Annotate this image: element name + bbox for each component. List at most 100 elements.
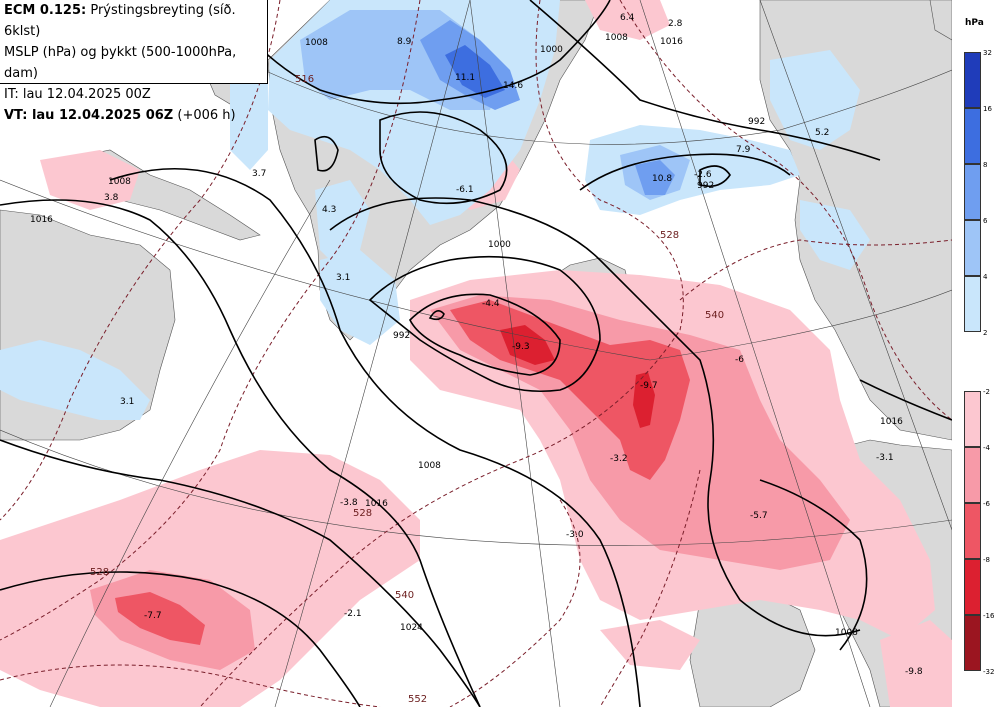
tendency-labels: 8.9 11.1 14.6 -6.1 3.7 4.3 3.1 3.8 3.1 -… (104, 13, 923, 677)
neg-zone-biscay (600, 620, 700, 670)
isobar-label: 1016 (30, 215, 53, 225)
neg-zone-southwest (0, 450, 420, 707)
isobar-labels: 1008 1016 1000 992 1008 1016 1024 1008 1… (30, 33, 903, 638)
isobar-label: 1008 (418, 461, 441, 471)
pos-zone-scand-2 (800, 200, 870, 270)
legend-negative-label: -2 (983, 388, 990, 396)
tendency-label: -3.0 (566, 530, 584, 540)
tendency-label: -9.8 (905, 667, 923, 677)
legend-negative-label: -16 (983, 612, 995, 620)
pos-zone-norwegian-strong (635, 160, 675, 195)
isobar-label: 1016 (660, 37, 683, 47)
thickness-label: 516 (295, 74, 314, 85)
map-title-box: ECM 0.125: Prýstingsbreyting (síð. 6klst… (0, 0, 268, 123)
lead-time: (+006 h) (177, 108, 236, 123)
legend-negative-label: -4 (983, 444, 990, 452)
tendency-label: -3.1 (876, 453, 894, 463)
neg-zone-labrador (40, 150, 140, 210)
legend-negative-swatch (964, 447, 981, 503)
neg-zone-north (585, 0, 670, 40)
isobar-label: 1008 (835, 628, 858, 638)
neg-zone-core-dark (500, 325, 555, 365)
tendency-label: 4.3 (322, 205, 336, 215)
model-name: ECM 0.125: (4, 3, 87, 18)
tendency-label: 3.1 (120, 397, 134, 407)
weather-map: 1008 1016 1000 992 1008 1016 1024 1008 1… (0, 0, 952, 707)
legend-negative-label: -32 (983, 668, 995, 676)
legend-positive-label: 2 (983, 329, 988, 337)
isobar-label: 1016 (880, 417, 903, 427)
isobar-label: 1000 (488, 240, 511, 250)
tendency-label: -3.8 (340, 498, 358, 508)
tendency-negative (0, 0, 952, 707)
legend-negative-swatch (964, 559, 981, 615)
isobar-label: 1008 (305, 38, 328, 48)
pos-zone-baffin (230, 80, 268, 170)
pos-zone-hudson (0, 340, 150, 420)
tendency-label: 3.8 (104, 193, 119, 203)
thickness-labels: 516 528 540 528 540 552 528 (90, 74, 724, 705)
tendency-label: -9.3 (512, 342, 530, 352)
tendency-label: 3.1 (336, 273, 350, 283)
title-line-3: IT: lau 12.04.2025 00Z (4, 87, 151, 102)
title-line-2: MSLP (hPa) og þykkt (500-1000hPa, dam) (4, 45, 237, 81)
neg-zone-core-dark2 (633, 372, 655, 428)
legend-unit: hPa (965, 18, 984, 28)
title-line-1: ECM 0.125: Prýstingsbreyting (síð. 6klst… (4, 0, 267, 42)
tendency-label: 5.2 (815, 128, 829, 138)
thickness-label: 528 (353, 508, 372, 519)
tendency-label: 3.7 (252, 169, 266, 179)
tendency-label: -2.1 (344, 609, 362, 619)
thickness-label: 552 (408, 694, 427, 705)
isobar-label: 1008 (108, 177, 131, 187)
isobar-label: 992 (697, 181, 714, 191)
tendency-label: -3.2 (610, 454, 628, 464)
legend-positive-label: 16 (983, 105, 992, 113)
legend-negative-label: -6 (983, 500, 990, 508)
isobar-label: 992 (748, 117, 765, 127)
tendency-label: 11.1 (455, 73, 475, 83)
map-canvas: 1008 1016 1000 992 1008 1016 1024 1008 1… (0, 0, 952, 707)
legend-positive-label: 32 (983, 49, 992, 57)
tendency-label: -4.4 (482, 299, 500, 309)
isobar-label: 1008 (605, 33, 628, 43)
legend-positive-label: 6 (983, 217, 988, 225)
legend-positive-label: 4 (983, 273, 988, 281)
valid-time: VT: lau 12.04.2025 06Z (4, 108, 174, 123)
pos-zone-west-gl (315, 180, 370, 270)
tendency-label: -6 (735, 355, 744, 365)
pos-zone-scand (770, 50, 860, 150)
title-line-4: VT: lau 12.04.2025 06Z (+006 h) (4, 105, 267, 126)
legend-negative-label: -8 (983, 556, 990, 564)
tendency-label: -9.7 (640, 381, 658, 391)
color-legend: hPa 32 16 8 6 4 2 -2 -4 -6 -8 -16 -32 (952, 0, 1000, 707)
pos-zone-greenland-strong (445, 45, 505, 98)
tendency-label: -2.6 (694, 170, 712, 180)
tendency-label: 6.4 (620, 13, 635, 23)
svalbard-land (929, 0, 952, 41)
neg-zone-sw-strong (115, 592, 205, 645)
isobar-label: 1024 (400, 623, 423, 633)
neg-zone-med (880, 620, 952, 707)
tendency-label: -7.7 (144, 611, 162, 621)
thickness-contours (0, 0, 952, 707)
legend-positive-swatch (964, 276, 981, 332)
legend-positive-swatch (964, 108, 981, 164)
isobar-label: 1000 (540, 45, 563, 55)
isobar-label: 992 (393, 331, 410, 341)
legend-positive-swatch (964, 164, 981, 220)
legend-negative-swatch (964, 503, 981, 559)
tendency-label: 10.8 (652, 174, 672, 184)
thickness-label: 528 (660, 230, 679, 241)
legend-negative-swatch (964, 391, 981, 447)
isobars (0, 0, 952, 707)
legend-positive-label: 8 (983, 161, 988, 169)
isobar-label: 1016 (365, 499, 388, 509)
tendency-label: -5.7 (750, 511, 768, 521)
tendency-label: 7.9 (736, 145, 751, 155)
legend-positive-swatch (964, 52, 981, 108)
field-name: Prýstingsbreyting (síð. 6klst) (4, 3, 236, 39)
legend-negative-swatch (964, 615, 981, 671)
tendency-label: -6.1 (456, 185, 474, 195)
legend-positive-swatch (964, 220, 981, 276)
